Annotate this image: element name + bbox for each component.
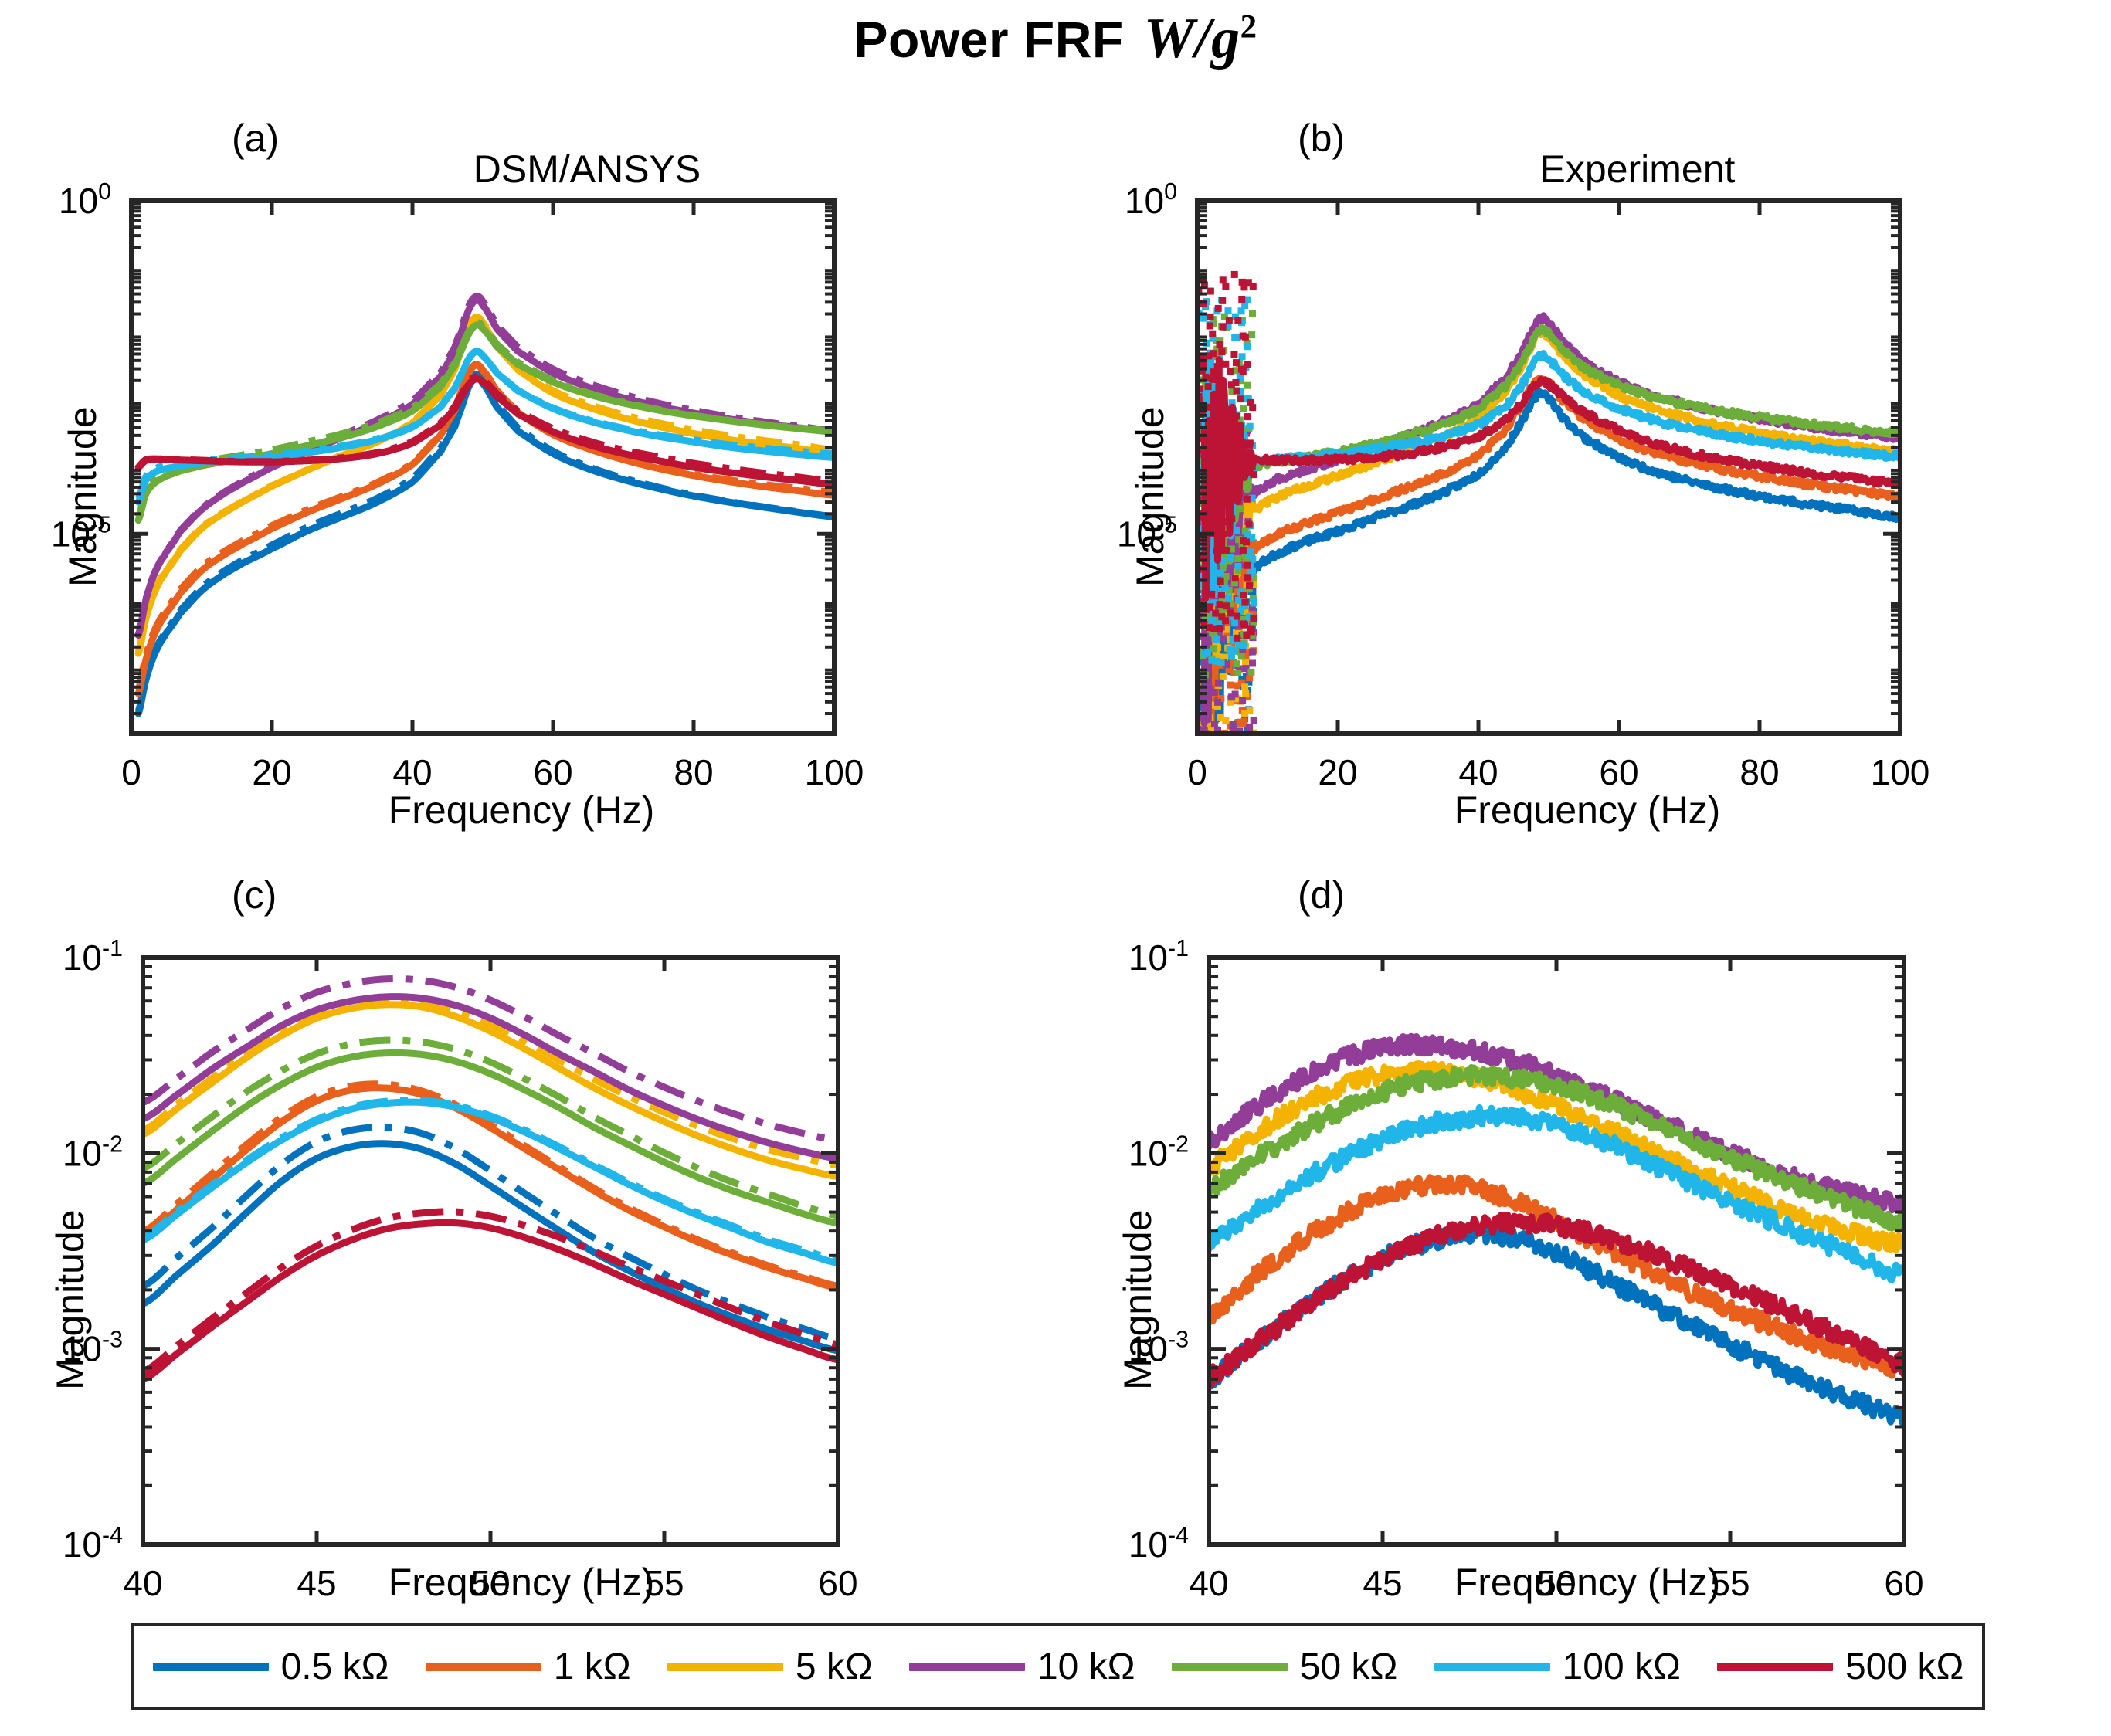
panel-b-subtitle: Experiment	[1539, 147, 1736, 191]
legend-swatch-icon	[1171, 1662, 1288, 1671]
svg-text:60: 60	[818, 1563, 857, 1603]
svg-text:10-5: 10-5	[51, 512, 111, 554]
svg-text:40: 40	[392, 752, 432, 792]
panel-c-tag: (c)	[232, 873, 277, 917]
legend-item-label: 50 kΩ	[1299, 1646, 1398, 1687]
legend-swatch-icon	[667, 1662, 783, 1671]
svg-text:10-1: 10-1	[1128, 936, 1189, 978]
legend: 0.5 kΩ 1 kΩ 5 kΩ 10 kΩ 50 kΩ 100 kΩ 500 kΩ	[131, 1623, 1985, 1710]
svg-text:10-1: 10-1	[63, 936, 123, 978]
panel-c-ylabel: Magnitude	[49, 1209, 92, 1391]
svg-text:80: 80	[674, 752, 713, 792]
legend-item-label: 10 kΩ	[1037, 1646, 1135, 1687]
legend-item-1[interactable]: 1 kΩ	[425, 1646, 631, 1688]
figure-title-math: W/g2	[1143, 7, 1257, 70]
svg-text:45: 45	[297, 1563, 336, 1603]
svg-text:0: 0	[121, 752, 141, 792]
svg-text:40: 40	[1458, 752, 1498, 792]
legend-item-6[interactable]: 500 kΩ	[1717, 1646, 1963, 1688]
panel-a-plot: 0 20 40 60 80 100 100 10-5	[51, 179, 864, 792]
svg-text:10-4: 10-4	[63, 1523, 123, 1565]
legend-item-label: 500 kΩ	[1845, 1646, 1964, 1687]
svg-text:10-2: 10-2	[63, 1131, 123, 1173]
panel-b-tag: (b)	[1298, 117, 1346, 160]
legend-item-label: 5 kΩ	[795, 1646, 873, 1687]
svg-text:60: 60	[533, 752, 572, 792]
panel-d-tag: (d)	[1298, 873, 1346, 917]
legend-swatch-icon	[152, 1662, 269, 1671]
legend-item-0[interactable]: 0.5 kΩ	[152, 1646, 389, 1688]
svg-text:0: 0	[1187, 752, 1207, 792]
panel-a-tag: (a)	[232, 117, 280, 160]
svg-text:10-5: 10-5	[1117, 512, 1177, 554]
legend-item-5[interactable]: 100 kΩ	[1434, 1646, 1681, 1688]
panel-d-ylabel: Magnitude	[1116, 1209, 1159, 1391]
panel-b-xlabel: Frequency (Hz)	[1454, 788, 1721, 832]
svg-text:100: 100	[805, 752, 864, 792]
svg-text:10-3: 10-3	[1128, 1327, 1189, 1369]
legend-swatch-icon	[908, 1662, 1025, 1671]
panel-c-xlabel: Frequency (Hz)	[388, 1561, 655, 1604]
svg-text:100: 100	[1125, 179, 1177, 221]
svg-text:50: 50	[1536, 1563, 1576, 1603]
legend-swatch-icon	[425, 1662, 541, 1671]
legend-item-label: 0.5 kΩ	[280, 1646, 389, 1687]
panel-c-plot: 40 45 50 55 60 10-1 10-2 10-3 10-4	[63, 936, 858, 1603]
svg-text:60: 60	[1599, 752, 1638, 792]
legend-item-label: 1 kΩ	[553, 1646, 631, 1687]
legend-swatch-icon	[1717, 1662, 1834, 1671]
figure-title: Power FRF W/g2	[0, 6, 2111, 72]
panel-a-subtitle: DSM/ANSYS	[473, 147, 701, 191]
figure-title-text: Power FRF	[854, 11, 1124, 68]
svg-text:10-2: 10-2	[1128, 1131, 1189, 1173]
svg-text:45: 45	[1363, 1563, 1402, 1603]
panel-b-ylabel: Magnitude	[1128, 406, 1172, 588]
panel-a-xlabel: Frequency (Hz)	[388, 788, 655, 832]
panel-d-xlabel: Frequency (Hz)	[1454, 1561, 1721, 1604]
svg-text:55: 55	[644, 1563, 684, 1603]
svg-text:50: 50	[470, 1563, 510, 1603]
svg-text:10-3: 10-3	[63, 1327, 123, 1369]
svg-text:60: 60	[1884, 1563, 1923, 1603]
svg-text:100: 100	[1871, 752, 1930, 792]
svg-text:100: 100	[59, 179, 111, 221]
panel-b-plot: 0 20 40 60 80 100 100 10-5	[1117, 179, 1930, 792]
panel-d-plot: 40 45 50 55 60 10-1 10-2 10-3 10-4	[1128, 936, 1924, 1603]
legend-item-3[interactable]: 10 kΩ	[908, 1646, 1135, 1688]
legend-item-2[interactable]: 5 kΩ	[667, 1646, 873, 1688]
svg-text:40: 40	[1189, 1563, 1228, 1603]
svg-text:40: 40	[123, 1563, 162, 1603]
svg-text:55: 55	[1710, 1563, 1750, 1603]
svg-text:20: 20	[1318, 752, 1357, 792]
svg-text:80: 80	[1739, 752, 1779, 792]
panel-a-ylabel: Magnitude	[61, 406, 104, 588]
svg-text:10-4: 10-4	[1128, 1523, 1189, 1565]
legend-swatch-icon	[1434, 1662, 1550, 1671]
svg-text:20: 20	[252, 752, 291, 792]
legend-item-label: 100 kΩ	[1562, 1646, 1681, 1687]
legend-item-4[interactable]: 50 kΩ	[1171, 1646, 1398, 1688]
